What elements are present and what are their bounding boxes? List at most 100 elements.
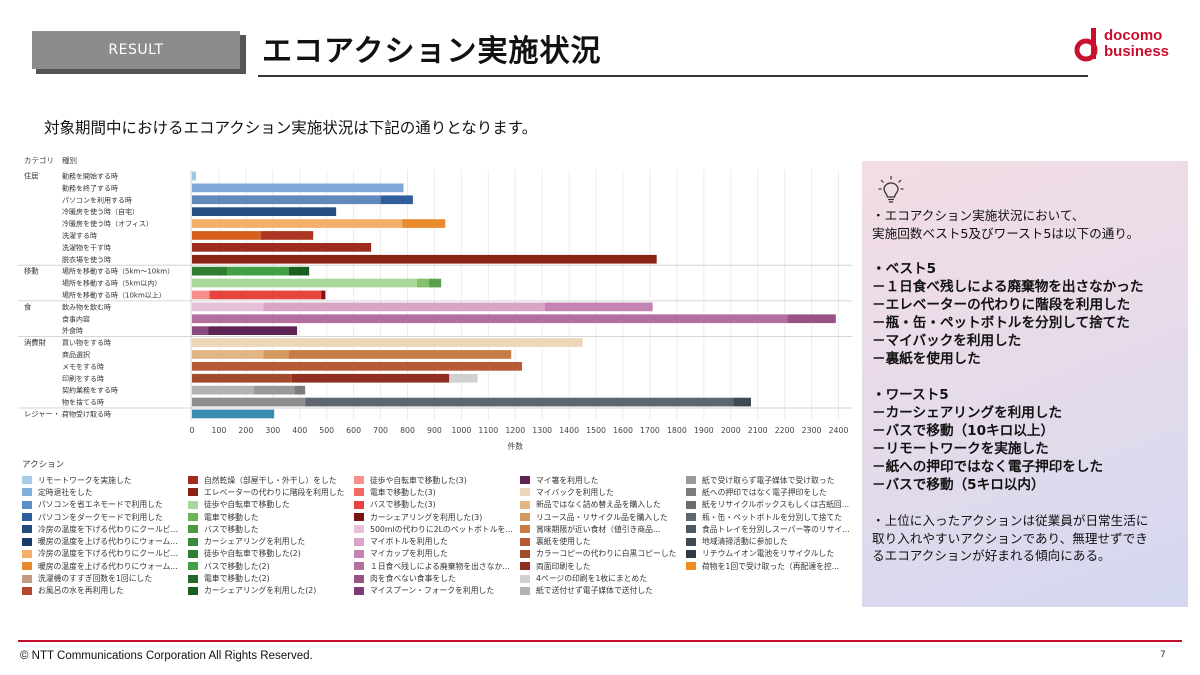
copyright-text: © NTT Communications Corporation All Rig…	[20, 650, 313, 662]
legend-item: 冷房の温度を下げる代わりにクールビ...	[22, 523, 186, 535]
column-header-category: カテゴリ	[24, 155, 54, 165]
legend-item: 4ページの印刷を1枚にまとめた	[520, 572, 684, 584]
type-label: 物を捨てる時	[62, 398, 104, 407]
x-tick-label: 1500	[586, 426, 606, 435]
x-tick-label: 2400	[829, 426, 849, 435]
eco-action-chart: カテゴリ 種別 0 100 200 300 400 500 600 700 800 900 1000 11…	[18, 152, 858, 452]
legend-swatch	[22, 586, 32, 595]
note-intro-line1: ・エコアクション実施状況において、	[872, 208, 1085, 223]
legend-label: 紙で送付せず電子媒体で送付した	[536, 586, 653, 596]
legend-item: エレベーターの代わりに階段を利用した	[188, 486, 352, 498]
x-tick-label: 300	[265, 426, 280, 435]
legend-swatch	[188, 574, 198, 583]
legend-item: 肉を食べない食事をした	[354, 572, 518, 584]
legend-grid: リモートワークを実施した 定時退社をした パソコンを省エネモードで利用した パソコンを…	[22, 474, 858, 597]
footer-rule	[18, 640, 1182, 642]
legend-swatch	[22, 574, 32, 583]
legend-item: 瓶・缶・ペットボトルを分別して捨てた	[686, 511, 850, 523]
bar-segment	[192, 290, 210, 300]
x-tick-label: 1300	[532, 426, 552, 435]
type-label: 洗濯する時	[62, 231, 97, 240]
legend-item: 新品ではなく詰め替え品を購入した	[520, 499, 684, 511]
x-tick-label: 400	[292, 426, 307, 435]
legend-swatch	[22, 513, 32, 522]
lightbulb-icon	[878, 176, 904, 203]
best5-title: ・ベスト5	[872, 261, 937, 278]
legend-swatch	[354, 525, 364, 534]
bar-segment	[192, 243, 372, 252]
bar-segment	[416, 278, 430, 288]
legend-item: 徒歩や自転車で移動した(2)	[188, 548, 352, 560]
legend-item: 裏紙を使用した	[520, 535, 684, 547]
logo-text-business: business	[1104, 43, 1170, 60]
worst5-title: ・ワースト5	[872, 387, 949, 404]
legend-item: マイスプーン・フォークを利用した	[354, 585, 518, 597]
legend-item: パソコンをダークモードで利用した	[22, 511, 186, 523]
bar-segment	[288, 350, 512, 359]
legend-item: 荷物を1回で受け取った（再配達を控...	[686, 560, 850, 572]
legend-label: 新品ではなく詰め替え品を購入した	[536, 500, 661, 510]
legend-label: 肉を食べない食事をした	[370, 574, 456, 584]
legend-label: パソコンをダークモードで利用した	[38, 512, 163, 522]
bar-segment	[294, 385, 306, 395]
x-tick-label: 1200	[505, 426, 525, 435]
legend-swatch	[188, 513, 198, 522]
legend-label: カーシェアリングを利用した(3)	[370, 512, 483, 522]
legend-swatch	[520, 525, 530, 534]
best5-item: －マイバックを利用した	[872, 333, 1022, 350]
legend-item: 紙で送付せず電子媒体で送付した	[520, 585, 684, 597]
legend-item: バスで移動した	[188, 523, 352, 535]
legend-swatch	[686, 513, 696, 522]
chart-legend: アクション リモートワークを実施した 定時退社をした パソコンを省エネモードで利用し…	[22, 458, 858, 608]
legend-item: リチウムイオン電池をリサイクルした	[686, 548, 850, 560]
x-tick-label: 0	[190, 426, 195, 435]
x-tick-label: 200	[238, 426, 253, 435]
legend-swatch	[188, 488, 198, 497]
legend-item: 暖房の温度を上げる代わりにウォーム...	[22, 560, 186, 572]
legend-label: マイバックを利用した	[536, 487, 614, 497]
legend-swatch	[22, 488, 32, 497]
result-tab-label: RESULT	[32, 31, 240, 69]
type-label: 印刷をする時	[62, 375, 104, 383]
type-label: 食事内容	[62, 314, 90, 323]
bar-segment	[544, 302, 653, 312]
category-label: 消費財	[24, 338, 47, 347]
legend-label: バスで移動した	[204, 524, 259, 534]
legend-title: アクション	[22, 460, 65, 470]
page-subtitle: 対象期間中におけるエコアクション実施状況は下記の通りとなります。	[44, 119, 538, 137]
legend-swatch	[520, 574, 530, 583]
bar-segment	[321, 290, 326, 300]
result-tab: RESULT	[32, 31, 246, 74]
category-label: 住居	[24, 172, 39, 181]
legend-swatch	[520, 537, 530, 546]
legend-label: リモートワークを実施した	[38, 475, 132, 485]
bar-segment	[192, 397, 306, 407]
legend-item: マイカップを利用した	[354, 548, 518, 560]
legend-swatch	[686, 500, 696, 509]
legend-item: マイバックを利用した	[520, 486, 684, 498]
legend-item: １日食べ残しによる廃棄物を出さなか...	[354, 560, 518, 572]
x-tick-label: 1000	[451, 426, 471, 435]
summary-panel: ・エコアクション実施状況において、 実施回数ベスト5及びワースト5は以下の通り。…	[862, 161, 1188, 607]
worst5-item: －バスで移動（10キロ以上）	[872, 423, 1055, 440]
legend-swatch	[22, 525, 32, 534]
bar-segment	[402, 219, 446, 228]
legend-label: １日食べ残しによる廃棄物を出さなか...	[370, 561, 510, 571]
legend-swatch	[686, 537, 696, 546]
x-tick-label: 1600	[613, 426, 633, 435]
legend-item: バスで移動した(3)	[354, 499, 518, 511]
legend-swatch	[686, 488, 696, 497]
legend-label: エレベーターの代わりに階段を利用した	[204, 487, 345, 497]
type-label: 場所を移動する時（5km以内）	[62, 279, 161, 288]
stacked-bar-chart: カテゴリ 種別 0 100 200 300 400 500 600 700 800 900 1000 11…	[18, 155, 852, 451]
bar-segment	[227, 266, 289, 276]
legend-item: カーシェアリングを利用した	[188, 535, 352, 547]
legend-swatch	[188, 500, 198, 509]
legend-label: パソコンを省エネモードで利用した	[38, 500, 163, 510]
legend-swatch	[354, 476, 364, 485]
bar-segment	[192, 362, 522, 371]
x-tick-label: 1700	[640, 426, 660, 435]
x-tick-label: 2200	[775, 426, 795, 435]
x-tick-label: 600	[346, 426, 361, 435]
type-label: 買い物をする時	[62, 338, 111, 347]
